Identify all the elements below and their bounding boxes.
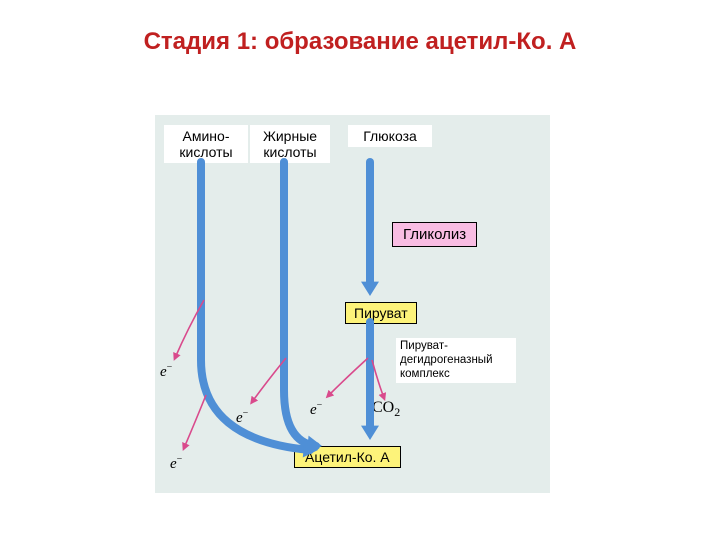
- electron-label-3: e−: [310, 400, 322, 419]
- label-fatty-acids: Жирныекислоты: [250, 125, 330, 163]
- label-glucose: Глюкоза: [348, 125, 432, 147]
- label-glycolysis: Гликолиз: [392, 222, 477, 247]
- label-co2: CO2: [372, 399, 400, 420]
- electron-label-1: e−: [170, 454, 182, 473]
- label-acetyl-coa: Ацетил-Ко. А: [294, 446, 401, 468]
- electron-label-0: e−: [160, 362, 172, 381]
- label-pdh-complex: Пируват-дегидрогеназныйкомплекс: [396, 338, 516, 383]
- label-pyruvate: Пируват: [345, 302, 417, 324]
- electron-label-2: e−: [236, 408, 248, 427]
- label-amino-acids: Амино-кислоты: [164, 125, 248, 163]
- page-title: Стадия 1: образование ацетил-Ко. А: [0, 0, 720, 66]
